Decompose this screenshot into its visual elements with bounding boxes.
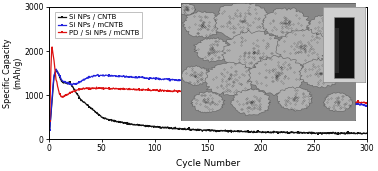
PD / Si NPs / mCNTB: [240, 94, 245, 96]
Legend: Si NPs / CNTB, Si NPs / mCNTB, PD / Si NPs / mCNTB: Si NPs / CNTB, Si NPs / mCNTB, PD / Si N…: [55, 12, 142, 38]
Si NPs / CNTB: [320, 133, 324, 135]
PD / Si NPs / mCNTB: [50, 46, 54, 48]
PD / Si NPs / mCNTB: [67, 92, 72, 94]
PD / Si NPs / mCNTB: [321, 99, 326, 101]
Si NPs / mCNTB: [54, 68, 58, 70]
PD / Si NPs / mCNTB: [250, 94, 255, 96]
PD / Si NPs / mCNTB: [47, 120, 52, 122]
Polygon shape: [214, 1, 271, 41]
Si NPs / CNTB: [67, 81, 72, 83]
Polygon shape: [262, 8, 310, 39]
Si NPs / mCNTB: [47, 129, 52, 131]
PD / Si NPs / mCNTB: [365, 102, 369, 104]
Si NPs / mCNTB: [289, 92, 293, 94]
Si NPs / CNTB: [240, 131, 245, 133]
Polygon shape: [182, 11, 223, 38]
Si NPs / CNTB: [289, 131, 293, 133]
Polygon shape: [336, 8, 357, 23]
Line: Si NPs / CNTB: Si NPs / CNTB: [48, 68, 369, 136]
Y-axis label: Specific Capacity
(mAh/g): Specific Capacity (mAh/g): [3, 38, 23, 108]
Polygon shape: [222, 30, 288, 75]
Polygon shape: [247, 55, 306, 96]
Polygon shape: [307, 15, 344, 39]
Polygon shape: [205, 62, 256, 96]
Polygon shape: [191, 91, 225, 113]
Si NPs / mCNTB: [67, 83, 72, 85]
Si NPs / mCNTB: [232, 84, 237, 87]
Si NPs / mCNTB: [365, 104, 369, 107]
PD / Si NPs / mCNTB: [289, 98, 293, 100]
Si NPs / CNTB: [365, 132, 369, 134]
Polygon shape: [299, 58, 342, 88]
Si NPs / mCNTB: [321, 97, 326, 99]
Si NPs / CNTB: [232, 130, 237, 132]
Si NPs / CNTB: [322, 132, 326, 134]
Polygon shape: [181, 65, 209, 86]
Bar: [335, 28, 339, 73]
Si NPs / CNTB: [250, 131, 255, 133]
Polygon shape: [231, 89, 271, 116]
Line: PD / Si NPs / mCNTB: PD / Si NPs / mCNTB: [48, 46, 369, 123]
Bar: [333, 17, 355, 78]
Si NPs / mCNTB: [240, 86, 245, 88]
Polygon shape: [194, 38, 231, 62]
X-axis label: Cycle Number: Cycle Number: [176, 159, 240, 168]
Polygon shape: [276, 29, 331, 65]
Polygon shape: [323, 92, 353, 112]
Si NPs / mCNTB: [250, 87, 255, 89]
Polygon shape: [277, 87, 312, 111]
Si NPs / CNTB: [54, 68, 58, 70]
Si NPs / CNTB: [47, 129, 52, 131]
Polygon shape: [329, 36, 355, 52]
Polygon shape: [178, 3, 196, 15]
Line: Si NPs / mCNTB: Si NPs / mCNTB: [48, 68, 369, 131]
PD / Si NPs / mCNTB: [232, 93, 237, 95]
